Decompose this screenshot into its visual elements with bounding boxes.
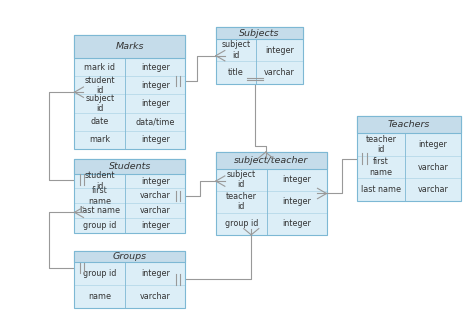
Text: title: title — [228, 68, 244, 77]
Text: mark id: mark id — [84, 63, 115, 72]
Text: name: name — [88, 292, 111, 301]
Text: first
name: first name — [88, 186, 111, 206]
Text: last name: last name — [80, 206, 120, 215]
Text: varchar: varchar — [264, 68, 295, 77]
Text: subject
id: subject id — [227, 170, 256, 189]
Text: student
id: student id — [85, 171, 115, 191]
Text: Subjects: Subjects — [239, 28, 280, 38]
Text: varchar: varchar — [140, 206, 171, 215]
Text: teacher
id: teacher id — [226, 192, 257, 212]
Text: student
id: student id — [85, 76, 115, 95]
FancyBboxPatch shape — [216, 27, 303, 39]
Text: subject
id: subject id — [221, 40, 250, 60]
Text: varchar: varchar — [418, 185, 448, 194]
Text: group id: group id — [225, 219, 258, 228]
Text: integer: integer — [141, 81, 170, 90]
Text: group id: group id — [83, 221, 117, 230]
Text: subject/teacher: subject/teacher — [234, 156, 308, 165]
Text: subject
id: subject id — [85, 94, 114, 113]
Text: mark: mark — [89, 135, 110, 144]
Text: Teachers: Teachers — [388, 120, 430, 129]
FancyBboxPatch shape — [74, 159, 185, 174]
Text: data/time: data/time — [136, 117, 175, 126]
Text: teacher
id: teacher id — [365, 135, 397, 154]
FancyBboxPatch shape — [216, 27, 303, 84]
Text: Groups: Groups — [113, 252, 147, 261]
Text: date: date — [91, 117, 109, 126]
FancyBboxPatch shape — [74, 251, 185, 308]
Text: integer: integer — [282, 197, 311, 206]
Text: varchar: varchar — [140, 292, 171, 301]
Text: Marks: Marks — [116, 42, 144, 51]
Text: integer: integer — [141, 269, 170, 278]
FancyBboxPatch shape — [357, 116, 461, 133]
Text: integer: integer — [282, 175, 311, 184]
FancyBboxPatch shape — [74, 35, 185, 149]
FancyBboxPatch shape — [74, 251, 185, 262]
FancyBboxPatch shape — [74, 35, 185, 58]
Text: group id: group id — [83, 269, 117, 278]
Text: integer: integer — [141, 221, 170, 230]
Text: varchar: varchar — [140, 191, 171, 200]
Text: integer: integer — [141, 135, 170, 144]
Text: varchar: varchar — [418, 163, 448, 172]
Text: first
name: first name — [370, 157, 392, 177]
FancyBboxPatch shape — [216, 152, 327, 235]
Text: Students: Students — [109, 162, 151, 171]
FancyBboxPatch shape — [74, 159, 185, 233]
Text: integer: integer — [265, 45, 294, 55]
Text: integer: integer — [282, 219, 311, 228]
FancyBboxPatch shape — [216, 152, 327, 169]
Text: integer: integer — [419, 140, 447, 149]
Text: integer: integer — [141, 99, 170, 108]
Text: last name: last name — [361, 185, 401, 194]
FancyBboxPatch shape — [357, 116, 461, 201]
Text: integer: integer — [141, 63, 170, 72]
Text: integer: integer — [141, 177, 170, 185]
